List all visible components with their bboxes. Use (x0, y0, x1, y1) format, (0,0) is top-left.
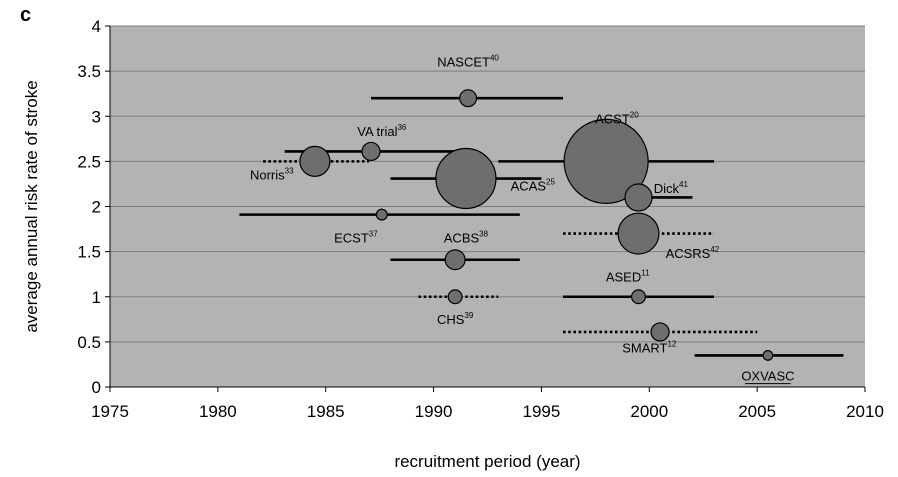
study-ref: 42 (710, 245, 719, 254)
study-label-va-trial: VA trial36 (357, 123, 407, 139)
bubble-smart (650, 322, 670, 342)
bubble-oxvasc (762, 350, 774, 361)
y-tick-label: 2 (92, 198, 101, 217)
study-label-acbs: ACBS38 (444, 230, 489, 246)
study-label-dick: Dick41 (654, 180, 689, 196)
y-tick-labels: 0 0.5 1 1.5 2 2.5 3 3.5 4 (77, 17, 101, 397)
study-ref: 33 (285, 166, 294, 175)
x-tick-label: 2005 (738, 402, 776, 421)
study-ref: 37 (369, 230, 378, 239)
study-name: CHS (437, 312, 465, 327)
study-bubbles (299, 89, 774, 361)
study-name: Norris (250, 167, 285, 182)
study-label-ased: ASED11 (606, 268, 650, 284)
x-tick-label: 1990 (415, 402, 453, 421)
study-label-chs: CHS39 (437, 311, 474, 327)
study-name: Dick (654, 181, 680, 196)
y-tick-label: 3.5 (77, 62, 101, 81)
bubble-norris (299, 145, 331, 177)
study-label-acas: ACAS25 (511, 177, 556, 193)
bubble-dick (624, 183, 653, 212)
study-ref: 20 (630, 110, 639, 119)
y-tick-label: 1 (92, 288, 101, 307)
study-label-acst: ACST20 (595, 110, 639, 126)
study-name: ACSRS (666, 246, 711, 261)
y-tick-label: 0 (92, 378, 101, 397)
study-name: ACST (595, 111, 630, 126)
study-label-oxvasc: OXVASC (741, 369, 794, 384)
x-axis-title: recruitment period (year) (394, 452, 580, 471)
study-label-smart: SMART12 (622, 340, 677, 356)
bubble-chs (447, 289, 463, 305)
study-name: SMART (622, 341, 667, 356)
y-tick-label: 2.5 (77, 152, 101, 171)
bubble-ecst (375, 208, 388, 221)
study-ref: 41 (679, 180, 688, 189)
panel-letter: c (20, 4, 31, 26)
y-tick-label: 0.5 (77, 333, 101, 352)
study-ref: 38 (479, 230, 488, 239)
x-tick-labels: 1975 1980 1985 1990 1995 2000 2005 2010 (91, 402, 884, 421)
study-ref: 25 (546, 177, 555, 186)
y-tick-label: 4 (92, 17, 101, 36)
y-tick-label: 3 (92, 107, 101, 126)
study-name: ACAS (511, 178, 547, 193)
study-label-norris: Norris33 (250, 166, 294, 182)
bubble-nascet (459, 89, 478, 108)
bubble-va-trial (361, 141, 381, 162)
bubble-acas (435, 147, 497, 210)
study-label-nascet: NASCET40 (437, 54, 499, 70)
y-axis-title: average annual risk rate of stroke (22, 80, 41, 332)
y-tick-label: 1.5 (77, 243, 101, 262)
x-tick-label: 2010 (846, 402, 884, 421)
bubble-ased (630, 289, 646, 305)
study-name: ACBS (444, 231, 480, 246)
study-label-acsrs: ACSRS42 (666, 245, 720, 261)
study-name: ASED (606, 269, 641, 284)
study-ref: 36 (397, 123, 406, 132)
axes (109, 26, 866, 392)
bubble-acst (563, 118, 649, 204)
study-labels: NASCET40 VA trial36 Norris33 ACST20 ACAS25 Di… (250, 54, 795, 385)
study-label-ecst: ECST37 (334, 230, 378, 246)
study-name: VA trial (357, 124, 397, 139)
study-name: OXVASC (741, 369, 794, 384)
x-tick-label: 1995 (523, 402, 561, 421)
x-tick-label: 1985 (307, 402, 345, 421)
study-name: ECST (334, 231, 369, 246)
x-tick-label: 1975 (91, 402, 129, 421)
x-tick-label: 1980 (199, 402, 237, 421)
x-tick-label: 2000 (630, 402, 668, 421)
study-name: NASCET (437, 55, 490, 70)
study-ref: 40 (490, 54, 499, 63)
study-ref: 12 (667, 340, 676, 349)
study-ref: 11 (641, 268, 650, 277)
study-ref: 39 (464, 311, 473, 320)
bubble-acsrs (617, 212, 660, 255)
bubble-acbs (444, 249, 466, 271)
